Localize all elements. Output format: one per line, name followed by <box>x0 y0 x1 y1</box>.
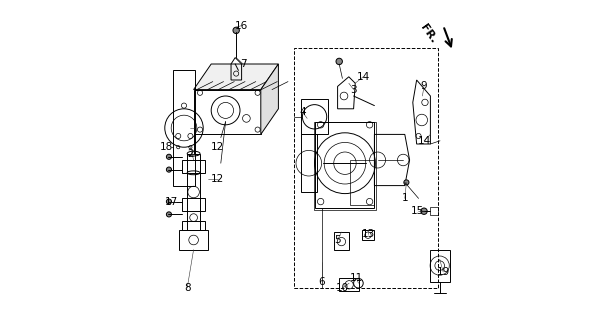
Bar <box>314 122 376 210</box>
Text: 12: 12 <box>211 142 224 152</box>
Bar <box>362 230 375 240</box>
Polygon shape <box>193 64 278 90</box>
Circle shape <box>233 27 240 34</box>
Text: 6: 6 <box>318 276 325 287</box>
Circle shape <box>167 212 171 217</box>
Text: 10: 10 <box>336 283 349 293</box>
Bar <box>339 278 359 291</box>
Circle shape <box>421 208 427 214</box>
Text: 11: 11 <box>350 273 364 284</box>
Text: 18: 18 <box>160 142 173 152</box>
Bar <box>301 134 317 192</box>
Bar <box>430 207 438 215</box>
Circle shape <box>167 154 171 159</box>
Bar <box>182 160 206 173</box>
Circle shape <box>167 167 171 172</box>
Text: 7: 7 <box>240 59 246 69</box>
Text: 5: 5 <box>334 235 341 245</box>
Text: FR.: FR. <box>418 22 438 45</box>
Text: 19: 19 <box>437 267 450 277</box>
Polygon shape <box>261 64 278 134</box>
Text: 12: 12 <box>211 174 224 184</box>
Text: 9: 9 <box>421 81 427 92</box>
Text: 13: 13 <box>361 228 375 239</box>
Text: 17: 17 <box>165 196 178 207</box>
Circle shape <box>336 58 342 65</box>
Bar <box>182 198 206 211</box>
Bar <box>182 221 206 230</box>
Bar <box>334 232 349 250</box>
Text: 8: 8 <box>184 283 190 293</box>
Text: 2: 2 <box>187 148 194 159</box>
Text: 14: 14 <box>356 72 370 82</box>
Text: 15: 15 <box>411 206 424 216</box>
Text: 3: 3 <box>350 84 357 95</box>
Text: 16: 16 <box>235 20 248 31</box>
Bar <box>294 48 438 288</box>
Circle shape <box>167 199 171 204</box>
Circle shape <box>404 180 409 185</box>
Bar <box>301 99 328 134</box>
Text: 14: 14 <box>417 136 430 146</box>
Text: 1: 1 <box>401 193 408 204</box>
Text: 4: 4 <box>299 107 306 117</box>
